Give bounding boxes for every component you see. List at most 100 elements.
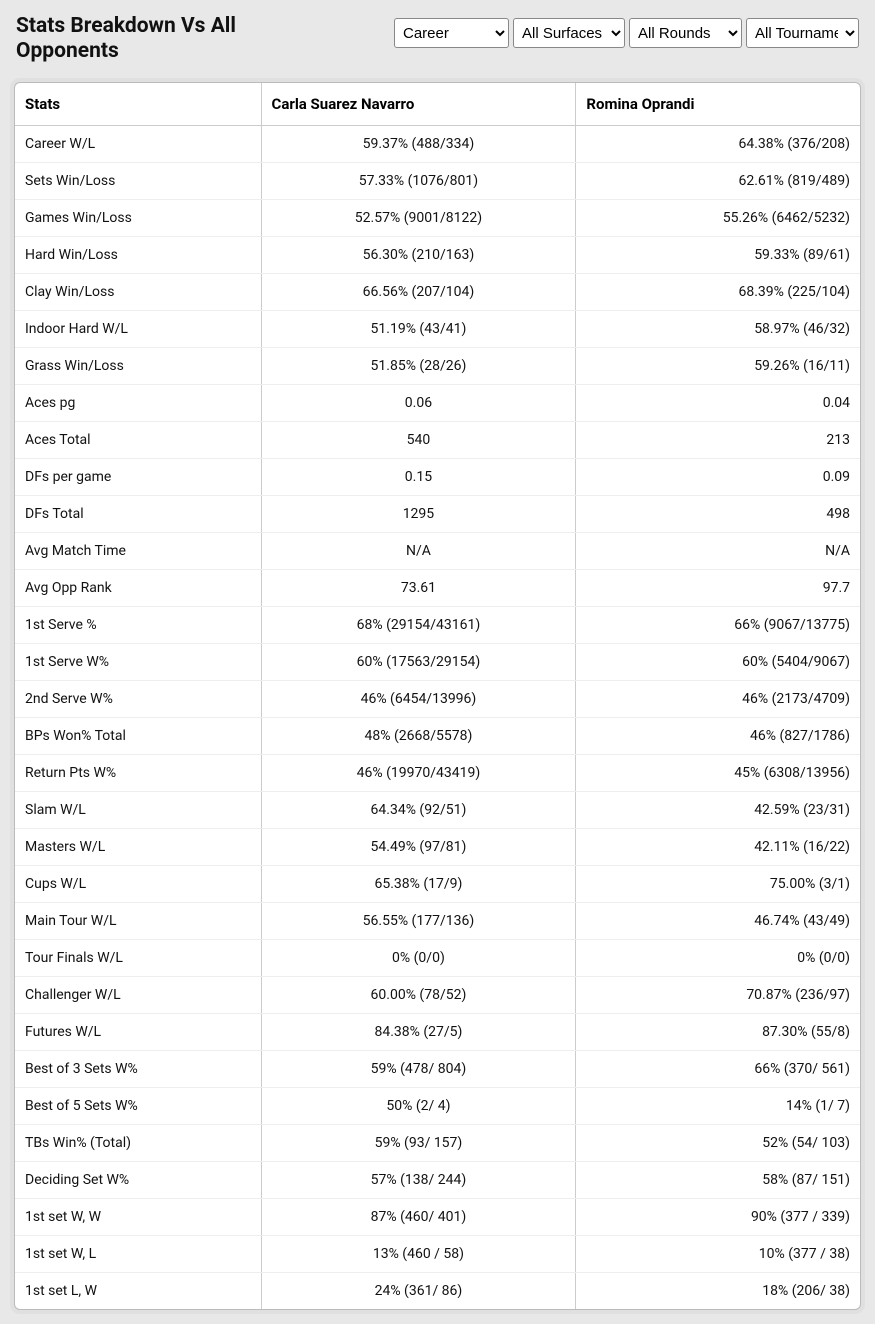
table-row: DFs per game0.150.09 — [15, 459, 860, 496]
stat-label: Aces Total — [15, 422, 261, 459]
stat-label: 1st Serve W% — [15, 644, 261, 681]
stat-value-player1: 57.33% (1076/801) — [261, 163, 576, 200]
stat-value-player2: 70.87% (236/97) — [576, 977, 860, 1014]
stat-value-player2: 64.38% (376/208) — [576, 126, 860, 163]
stat-value-player1: 540 — [261, 422, 576, 459]
stat-value-player2: 498 — [576, 496, 860, 533]
table-row: Aces Total540213 — [15, 422, 860, 459]
stat-label: Masters W/L — [15, 829, 261, 866]
col-header-stats: Stats — [15, 83, 261, 126]
stat-label: Indoor Hard W/L — [15, 311, 261, 348]
stat-label: Clay Win/Loss — [15, 274, 261, 311]
table-row: Hard Win/Loss56.30% (210/163)59.33% (89/… — [15, 237, 860, 274]
table-header-row: Stats Carla Suarez Navarro Romina Oprand… — [15, 83, 860, 126]
table-row: 2nd Serve W%46% (6454/13996)46% (2173/47… — [15, 681, 860, 718]
table-row: Avg Opp Rank73.6197.7 — [15, 570, 860, 607]
stat-value-player2: 90% (377 / 339) — [576, 1199, 860, 1236]
stat-value-player1: 1295 — [261, 496, 576, 533]
stat-label: Games Win/Loss — [15, 200, 261, 237]
stat-value-player1: 56.55% (177/136) — [261, 903, 576, 940]
stat-value-player1: 57% (138/ 244) — [261, 1162, 576, 1199]
table-row: Main Tour W/L56.55% (177/136)46.74% (43/… — [15, 903, 860, 940]
stat-value-player2: N/A — [576, 533, 860, 570]
stat-value-player2: 55.26% (6462/5232) — [576, 200, 860, 237]
stat-value-player1: 51.19% (43/41) — [261, 311, 576, 348]
stat-value-player2: 87.30% (55/8) — [576, 1014, 860, 1051]
stat-value-player2: 213 — [576, 422, 860, 459]
stat-label: DFs per game — [15, 459, 261, 496]
stat-value-player1: 60% (17563/29154) — [261, 644, 576, 681]
filter-surface[interactable]: All Surfaces — [513, 18, 625, 48]
stat-value-player1: 66.56% (207/104) — [261, 274, 576, 311]
stat-value-player2: 0% (0/0) — [576, 940, 860, 977]
table-row: Masters W/L54.49% (97/81)42.11% (16/22) — [15, 829, 860, 866]
filter-tournaments[interactable]: All Tournaments — [746, 18, 859, 48]
stats-table: Stats Carla Suarez Navarro Romina Oprand… — [15, 83, 860, 1309]
stat-label: Sets Win/Loss — [15, 163, 261, 200]
table-row: Best of 3 Sets W%59% (478/ 804)66% (370/… — [15, 1051, 860, 1088]
stat-value-player1: 0.15 — [261, 459, 576, 496]
stat-label: Grass Win/Loss — [15, 348, 261, 385]
stat-value-player1: 46% (6454/13996) — [261, 681, 576, 718]
stat-value-player2: 58.97% (46/32) — [576, 311, 860, 348]
stat-label: Futures W/L — [15, 1014, 261, 1051]
stat-value-player2: 62.61% (819/489) — [576, 163, 860, 200]
stat-value-player1: 87% (460/ 401) — [261, 1199, 576, 1236]
stat-value-player2: 46.74% (43/49) — [576, 903, 860, 940]
stat-value-player1: 13% (460 / 58) — [261, 1236, 576, 1273]
stat-value-player2: 59.33% (89/61) — [576, 237, 860, 274]
filter-period[interactable]: Career — [394, 18, 509, 48]
stat-value-player2: 18% (206/ 38) — [576, 1273, 860, 1310]
table-row: Indoor Hard W/L51.19% (43/41)58.97% (46/… — [15, 311, 860, 348]
stat-value-player1: 68% (29154/43161) — [261, 607, 576, 644]
table-row: Aces pg0.060.04 — [15, 385, 860, 422]
table-row: Avg Match TimeN/AN/A — [15, 533, 860, 570]
stat-value-player2: 42.11% (16/22) — [576, 829, 860, 866]
stat-value-player1: 46% (19970/43419) — [261, 755, 576, 792]
table-row: Grass Win/Loss51.85% (28/26)59.26% (16/1… — [15, 348, 860, 385]
table-row: Tour Finals W/L0% (0/0)0% (0/0) — [15, 940, 860, 977]
stat-label: Main Tour W/L — [15, 903, 261, 940]
stat-value-player2: 52% (54/ 103) — [576, 1125, 860, 1162]
stat-value-player1: 59% (93/ 157) — [261, 1125, 576, 1162]
stat-value-player2: 0.09 — [576, 459, 860, 496]
table-row: Return Pts W%46% (19970/43419)45% (6308/… — [15, 755, 860, 792]
table-row: 1st Serve W%60% (17563/29154)60% (5404/9… — [15, 644, 860, 681]
stat-label: Return Pts W% — [15, 755, 261, 792]
page-title: Stats Breakdown Vs All Opponents — [16, 14, 316, 64]
stat-value-player2: 14% (1/ 7) — [576, 1088, 860, 1125]
stat-label: Deciding Set W% — [15, 1162, 261, 1199]
table-row: Futures W/L84.38% (27/5)87.30% (55/8) — [15, 1014, 860, 1051]
stat-label: 1st set W, L — [15, 1236, 261, 1273]
stat-value-player1: 24% (361/ 86) — [261, 1273, 576, 1310]
stat-value-player1: 51.85% (28/26) — [261, 348, 576, 385]
table-body: Career W/L59.37% (488/334)64.38% (376/20… — [15, 126, 860, 1310]
stat-label: 1st set W, W — [15, 1199, 261, 1236]
stat-value-player1: 60.00% (78/52) — [261, 977, 576, 1014]
col-header-player2: Romina Oprandi — [576, 83, 860, 126]
table-row: Sets Win/Loss57.33% (1076/801)62.61% (81… — [15, 163, 860, 200]
stat-value-player1: 52.57% (9001/8122) — [261, 200, 576, 237]
filter-rounds[interactable]: All Rounds — [629, 18, 742, 48]
table-row: BPs Won% Total48% (2668/5578)46% (827/17… — [15, 718, 860, 755]
stat-label: Slam W/L — [15, 792, 261, 829]
stat-value-player2: 59.26% (16/11) — [576, 348, 860, 385]
table-row: DFs Total1295498 — [15, 496, 860, 533]
stat-value-player2: 42.59% (23/31) — [576, 792, 860, 829]
stat-value-player1: 73.61 — [261, 570, 576, 607]
stat-label: Career W/L — [15, 126, 261, 163]
stat-label: Best of 3 Sets W% — [15, 1051, 261, 1088]
stat-value-player1: 48% (2668/5578) — [261, 718, 576, 755]
stat-value-player2: 66% (9067/13775) — [576, 607, 860, 644]
stat-label: DFs Total — [15, 496, 261, 533]
stat-label: Challenger W/L — [15, 977, 261, 1014]
stat-value-player1: 0.06 — [261, 385, 576, 422]
stat-value-player2: 75.00% (3/1) — [576, 866, 860, 903]
stat-value-player2: 0.04 — [576, 385, 860, 422]
stat-value-player1: 50% (2/ 4) — [261, 1088, 576, 1125]
table-row: Clay Win/Loss66.56% (207/104)68.39% (225… — [15, 274, 860, 311]
stat-value-player1: 84.38% (27/5) — [261, 1014, 576, 1051]
stat-value-player1: 65.38% (17/9) — [261, 866, 576, 903]
stat-label: Avg Opp Rank — [15, 570, 261, 607]
stat-value-player2: 66% (370/ 561) — [576, 1051, 860, 1088]
